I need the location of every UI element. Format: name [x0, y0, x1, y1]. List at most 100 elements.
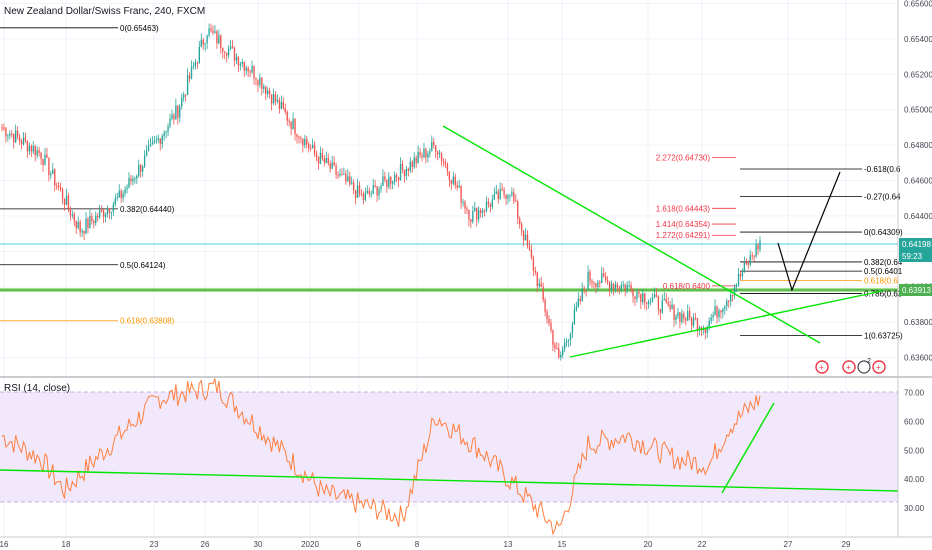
candle-body — [731, 295, 734, 297]
candle-body — [604, 276, 607, 281]
candle-body — [106, 208, 109, 214]
candle-body — [28, 146, 31, 152]
candle-body — [620, 285, 622, 290]
support-price-badge — [899, 284, 932, 296]
candle-body — [253, 66, 255, 79]
countdown-label: 59:23 — [902, 252, 923, 261]
candle-body — [612, 283, 615, 290]
time-tick-label: 2020 — [301, 540, 319, 549]
candle-body — [22, 137, 25, 145]
candle-body — [141, 166, 144, 172]
fib-level-label: 0.618(0.6 — [864, 276, 898, 285]
triangle-upper-trendline[interactable] — [442, 125, 821, 344]
candle-body — [694, 317, 697, 319]
candle-body — [583, 288, 585, 290]
candle-body — [192, 65, 195, 67]
candle-body — [309, 147, 312, 149]
candle-body — [77, 221, 79, 229]
candle-body — [18, 136, 21, 141]
candle-body — [292, 118, 294, 129]
candle-body — [356, 185, 359, 198]
candle-body — [239, 63, 242, 66]
candle-body — [688, 311, 691, 318]
rsi-scale[interactable]: 70.00 60.00 50.00 40.00 30.00 — [904, 388, 925, 513]
candle-body — [251, 66, 253, 73]
candle-body — [57, 185, 60, 188]
candle-body — [519, 218, 521, 225]
candle-body — [610, 283, 613, 290]
rsi-rising-trendline[interactable] — [721, 402, 775, 494]
candle-body — [247, 67, 249, 72]
candle-body — [351, 182, 353, 184]
candle-body — [704, 327, 706, 333]
rsi-trendline[interactable] — [0, 469, 899, 492]
candle-body — [270, 94, 273, 104]
candle-body — [509, 195, 511, 197]
candle-body — [26, 140, 29, 152]
candle-body — [194, 62, 197, 66]
candle-body — [479, 210, 482, 213]
fib-extension-red[interactable]: 2.272(0.64730) 1.618(0.64443) 1.414(0.6435… — [656, 154, 736, 291]
fib-level-label: 1.414(0.64354) — [656, 220, 711, 229]
candle-body — [376, 186, 378, 196]
candle-body — [708, 320, 710, 328]
candle-body — [429, 150, 431, 154]
rsi-title: RSI (14, close) — [4, 383, 70, 394]
candle-body — [237, 56, 240, 66]
candle-body — [548, 319, 550, 324]
candle-body — [597, 282, 599, 287]
current-price-badge — [899, 238, 932, 250]
candle-body — [255, 78, 257, 80]
candle-body — [392, 181, 394, 184]
candle-body — [589, 271, 591, 281]
candle-body — [329, 163, 331, 169]
candle-body — [577, 298, 579, 308]
candle-body — [591, 280, 593, 283]
candle-body — [558, 348, 560, 358]
candle-body — [233, 47, 236, 61]
candle-body — [362, 194, 365, 200]
fib-retracement-right[interactable]: -0.618(0.6 -0.27(0.64 0(0.64309) 0.382(0.64… — [740, 165, 903, 340]
candle-body — [231, 46, 234, 48]
event-badges[interactable]: + + + 2 — [815, 358, 886, 374]
candle-body — [347, 176, 349, 182]
event-icon-1[interactable] — [815, 360, 829, 374]
candle-body — [431, 141, 433, 151]
candle-body — [337, 174, 339, 176]
event-icon-3[interactable] — [857, 360, 871, 374]
candle-body — [520, 224, 523, 232]
candle-body — [651, 297, 654, 301]
candle-body — [393, 175, 396, 182]
candle-body — [102, 210, 105, 217]
projection-path[interactable] — [777, 171, 841, 292]
candle-body — [579, 298, 581, 301]
candle-body — [159, 138, 161, 144]
price-tick-label: 0.65200 — [904, 70, 932, 79]
candle-body — [177, 105, 179, 118]
rsi-tick-label: 70.00 — [904, 388, 925, 397]
time-scale[interactable]: 16 18 23 26 30 2020 6 8 13 15 20 22 27 29 — [0, 540, 851, 549]
candle-body — [169, 118, 171, 127]
candle-body — [477, 210, 480, 220]
fib-retracement-left[interactable]: 0(0.65463) 0.382(0.64440) 0.5(0.64124) 0.61… — [0, 24, 175, 326]
fib-level-label: 0.5(0.6401 — [864, 267, 903, 276]
candle-body — [188, 75, 191, 79]
chart-title: New Zealand Dollar/Swiss Franc, 240, FXC… — [4, 6, 205, 17]
candle-body — [421, 155, 423, 158]
candle-body — [669, 305, 671, 309]
candle-body — [71, 214, 74, 216]
time-tick-label: 15 — [558, 540, 567, 549]
fib-level-label: 1(0.63725) — [864, 331, 903, 340]
candle-body — [538, 283, 540, 287]
event-icon-4[interactable] — [872, 360, 886, 374]
triangle-lower-trendline[interactable] — [569, 290, 883, 358]
candle-body — [423, 148, 425, 158]
candle-body — [595, 283, 597, 287]
candle-body — [616, 284, 619, 288]
candle-body — [34, 145, 36, 156]
candle-body — [667, 302, 669, 306]
event-icon-2[interactable] — [842, 360, 856, 374]
candle-body — [673, 304, 675, 320]
time-tick-label: 16 — [0, 540, 9, 549]
